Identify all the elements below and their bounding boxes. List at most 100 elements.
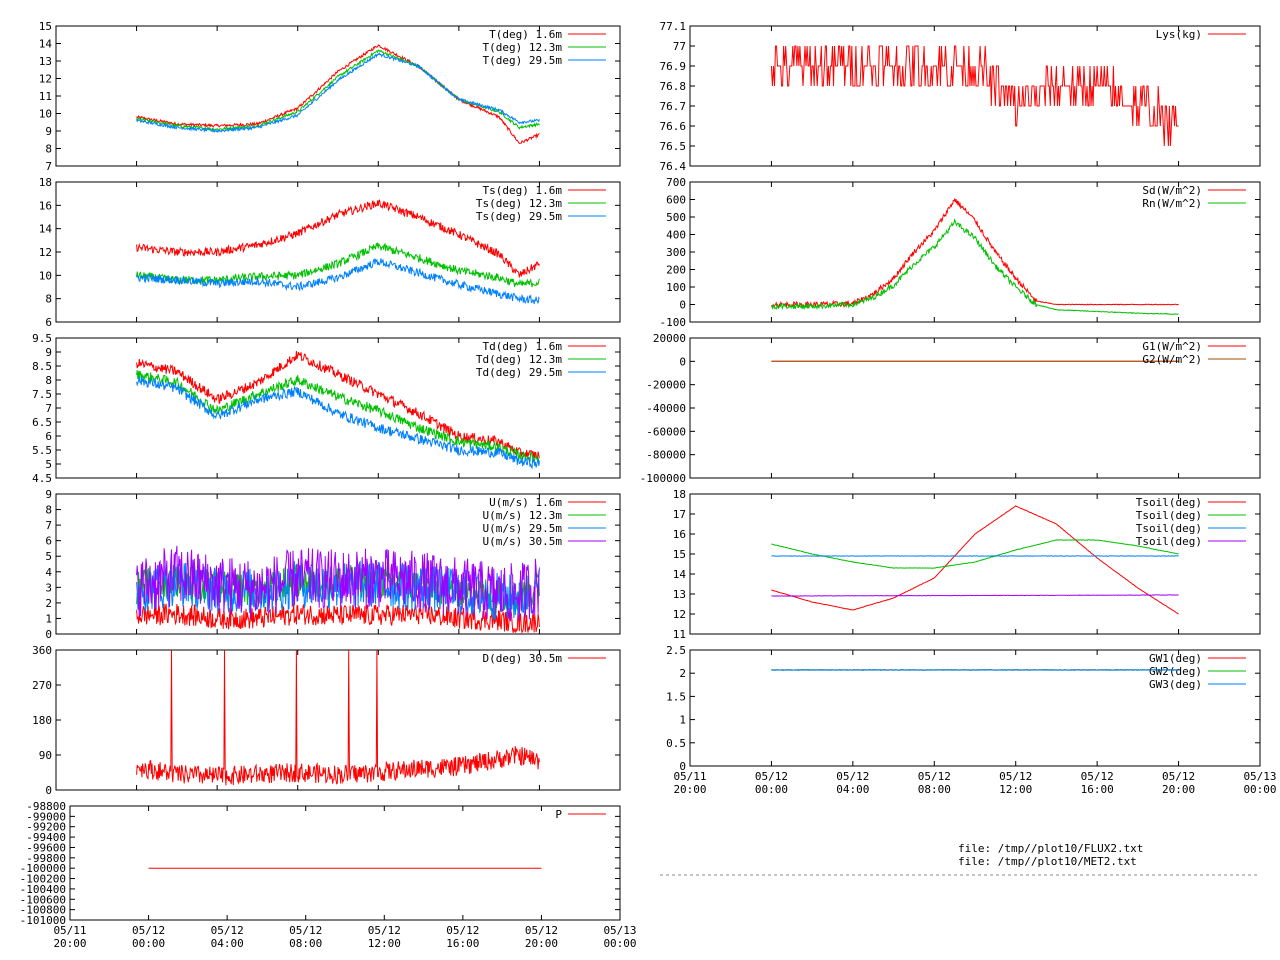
y-tick-label: -20000: [646, 379, 686, 392]
y-tick-label: 9.5: [32, 332, 52, 345]
panel-t: 7 8 9 10 11 12 13 14 15 T(deg) 1.6mT(deg) 12.3mT(…: [39, 20, 621, 173]
x-tick-label-time: 12:00: [999, 783, 1032, 796]
series-line-tsoil-0: [771, 505, 1179, 615]
y-tick-label: 77: [673, 40, 686, 53]
y-tick-label: -60000: [646, 425, 686, 438]
legend-label: Tsoil(deg): [1136, 522, 1202, 535]
y-tick-label: 8: [45, 374, 52, 387]
y-tick-label: -100400: [20, 883, 66, 896]
y-tick-label: -100200: [20, 873, 66, 886]
legend-label: Td(deg) 29.5m: [476, 366, 562, 379]
series-line-rad-0: [770, 197, 1179, 309]
x-tick-label-time: 08:00: [289, 937, 322, 950]
y-tick-label: -80000: [646, 449, 686, 462]
x-tick-label-date: 05/12: [999, 770, 1032, 783]
y-tick-label: -99400: [26, 831, 66, 844]
legend-label: Td(deg) 12.3m: [476, 353, 562, 366]
y-tick-label: -40000: [646, 402, 686, 415]
y-tick-label: 8: [45, 504, 52, 517]
legend-label: GW2(deg): [1149, 665, 1202, 678]
legend-label: GW1(deg): [1149, 652, 1202, 665]
legend-label: P: [555, 808, 562, 821]
series-line-rad-1: [771, 218, 1179, 315]
panel-tsoil: 1112131415161718Tsoil(deg)Tsoil(deg)Tsoi…: [673, 488, 1261, 641]
y-tick-label: 77.1: [660, 20, 687, 33]
x-tick-label-date: 05/11: [673, 770, 706, 783]
y-tick-label: 180: [32, 714, 52, 727]
y-tick-label: -99000: [26, 810, 66, 823]
series-line-u-0: [136, 602, 540, 634]
panel-frame: [55, 493, 621, 635]
x-tick-label-time: 00:00: [1243, 783, 1276, 796]
x-tick-label-date: 05/12: [446, 924, 479, 937]
y-tick-label: 7: [45, 160, 52, 173]
y-tick-label: 6: [45, 535, 52, 548]
panel-td: 4.555.566.577.588.599.5Td(deg) 1.6mTd(de…: [32, 332, 621, 485]
panel-rad: -100 0 100 200 300 400 500 600 700 Sd(W/m^2)Rn(W/…: [660, 176, 1261, 329]
y-tick-label: -99200: [26, 821, 66, 834]
y-tick-label: 9: [45, 125, 52, 138]
legend-label: U(m/s) 1.6m: [489, 496, 562, 509]
y-tick-label: 11: [673, 628, 686, 641]
x-tick-label-time: 00:00: [132, 937, 165, 950]
y-tick-label: 20000: [653, 332, 686, 345]
x-tick-label-time: 20:00: [53, 937, 86, 950]
y-tick-label: 5: [45, 458, 52, 471]
x-tick-label-date: 05/13: [1243, 770, 1276, 783]
y-tick-label: 11: [39, 90, 52, 103]
series-line-td-0: [136, 350, 540, 460]
x-tick-label-time: 00:00: [755, 783, 788, 796]
file-notes: file: /tmp//plot10/FLUX2.txt file: /tmp/…: [660, 842, 1260, 876]
legend-label: U(m/s) 30.5m: [483, 535, 563, 548]
y-tick-label: 15: [673, 548, 686, 561]
series-line-ts-2: [136, 258, 540, 305]
y-tick-label: 300: [666, 246, 686, 259]
x-tick-label-date: 05/11: [53, 924, 86, 937]
y-tick-label: 1: [45, 612, 52, 625]
x-tick-label-date: 05/12: [132, 924, 165, 937]
y-tick-label: 8: [45, 143, 52, 156]
y-tick-label: -100600: [20, 893, 66, 906]
series-line-d-0: [136, 650, 540, 786]
legend-label: GW3(deg): [1149, 678, 1202, 691]
x-tick-label-date: 05/12: [211, 924, 244, 937]
legend-label: Ts(deg) 12.3m: [476, 197, 562, 210]
legend-label: G2(W/m^2): [1142, 353, 1202, 366]
y-tick-label: 7: [45, 402, 52, 415]
y-tick-label: 7: [45, 519, 52, 532]
x-tick-label-time: 16:00: [1081, 783, 1114, 796]
legend-label: U(m/s) 29.5m: [483, 522, 563, 535]
x-tick-label-date: 05/13: [603, 924, 636, 937]
series-line-tsoil-3: [771, 594, 1179, 597]
legend-label: Rn(W/m^2): [1142, 197, 1202, 210]
y-tick-label: 76.6: [660, 120, 687, 133]
x-tick-label-date: 05/12: [755, 770, 788, 783]
y-tick-label: 76.7: [660, 100, 687, 113]
x-tick-label-time: 04:00: [211, 937, 244, 950]
y-tick-label: 500: [666, 211, 686, 224]
y-tick-label: 17: [673, 508, 686, 521]
legend-label: Ts(deg) 29.5m: [476, 210, 562, 223]
y-tick-label: 5: [45, 550, 52, 563]
y-tick-label: 2: [45, 597, 52, 610]
y-tick-label: 4.5: [32, 472, 52, 485]
y-tick-label: 76.9: [660, 60, 687, 73]
y-tick-label: 700: [666, 176, 686, 189]
panel-g: -100000 -80000 -60000 -40000 -20000 0 20000 G1(…: [640, 332, 1261, 485]
y-tick-label: 10: [39, 269, 52, 282]
y-tick-label: 76.8: [660, 80, 687, 93]
series-line-ts-0: [136, 199, 540, 279]
legend-label: Td(deg) 1.6m: [483, 340, 563, 353]
legend-label: T(deg) 12.3m: [483, 41, 563, 54]
y-tick-label: 12: [673, 608, 686, 621]
y-tick-label: -100800: [20, 904, 66, 917]
x-tick-label-date: 05/12: [836, 770, 869, 783]
y-tick-label: 18: [673, 488, 686, 501]
legend-label: T(deg) 1.6m: [489, 28, 562, 41]
y-tick-label: 2.5: [666, 644, 686, 657]
y-tick-label: 10: [39, 108, 52, 121]
y-tick-label: 200: [666, 264, 686, 277]
legend-label: Tsoil(deg): [1136, 535, 1202, 548]
legend-label: Tsoil(deg): [1136, 509, 1202, 522]
